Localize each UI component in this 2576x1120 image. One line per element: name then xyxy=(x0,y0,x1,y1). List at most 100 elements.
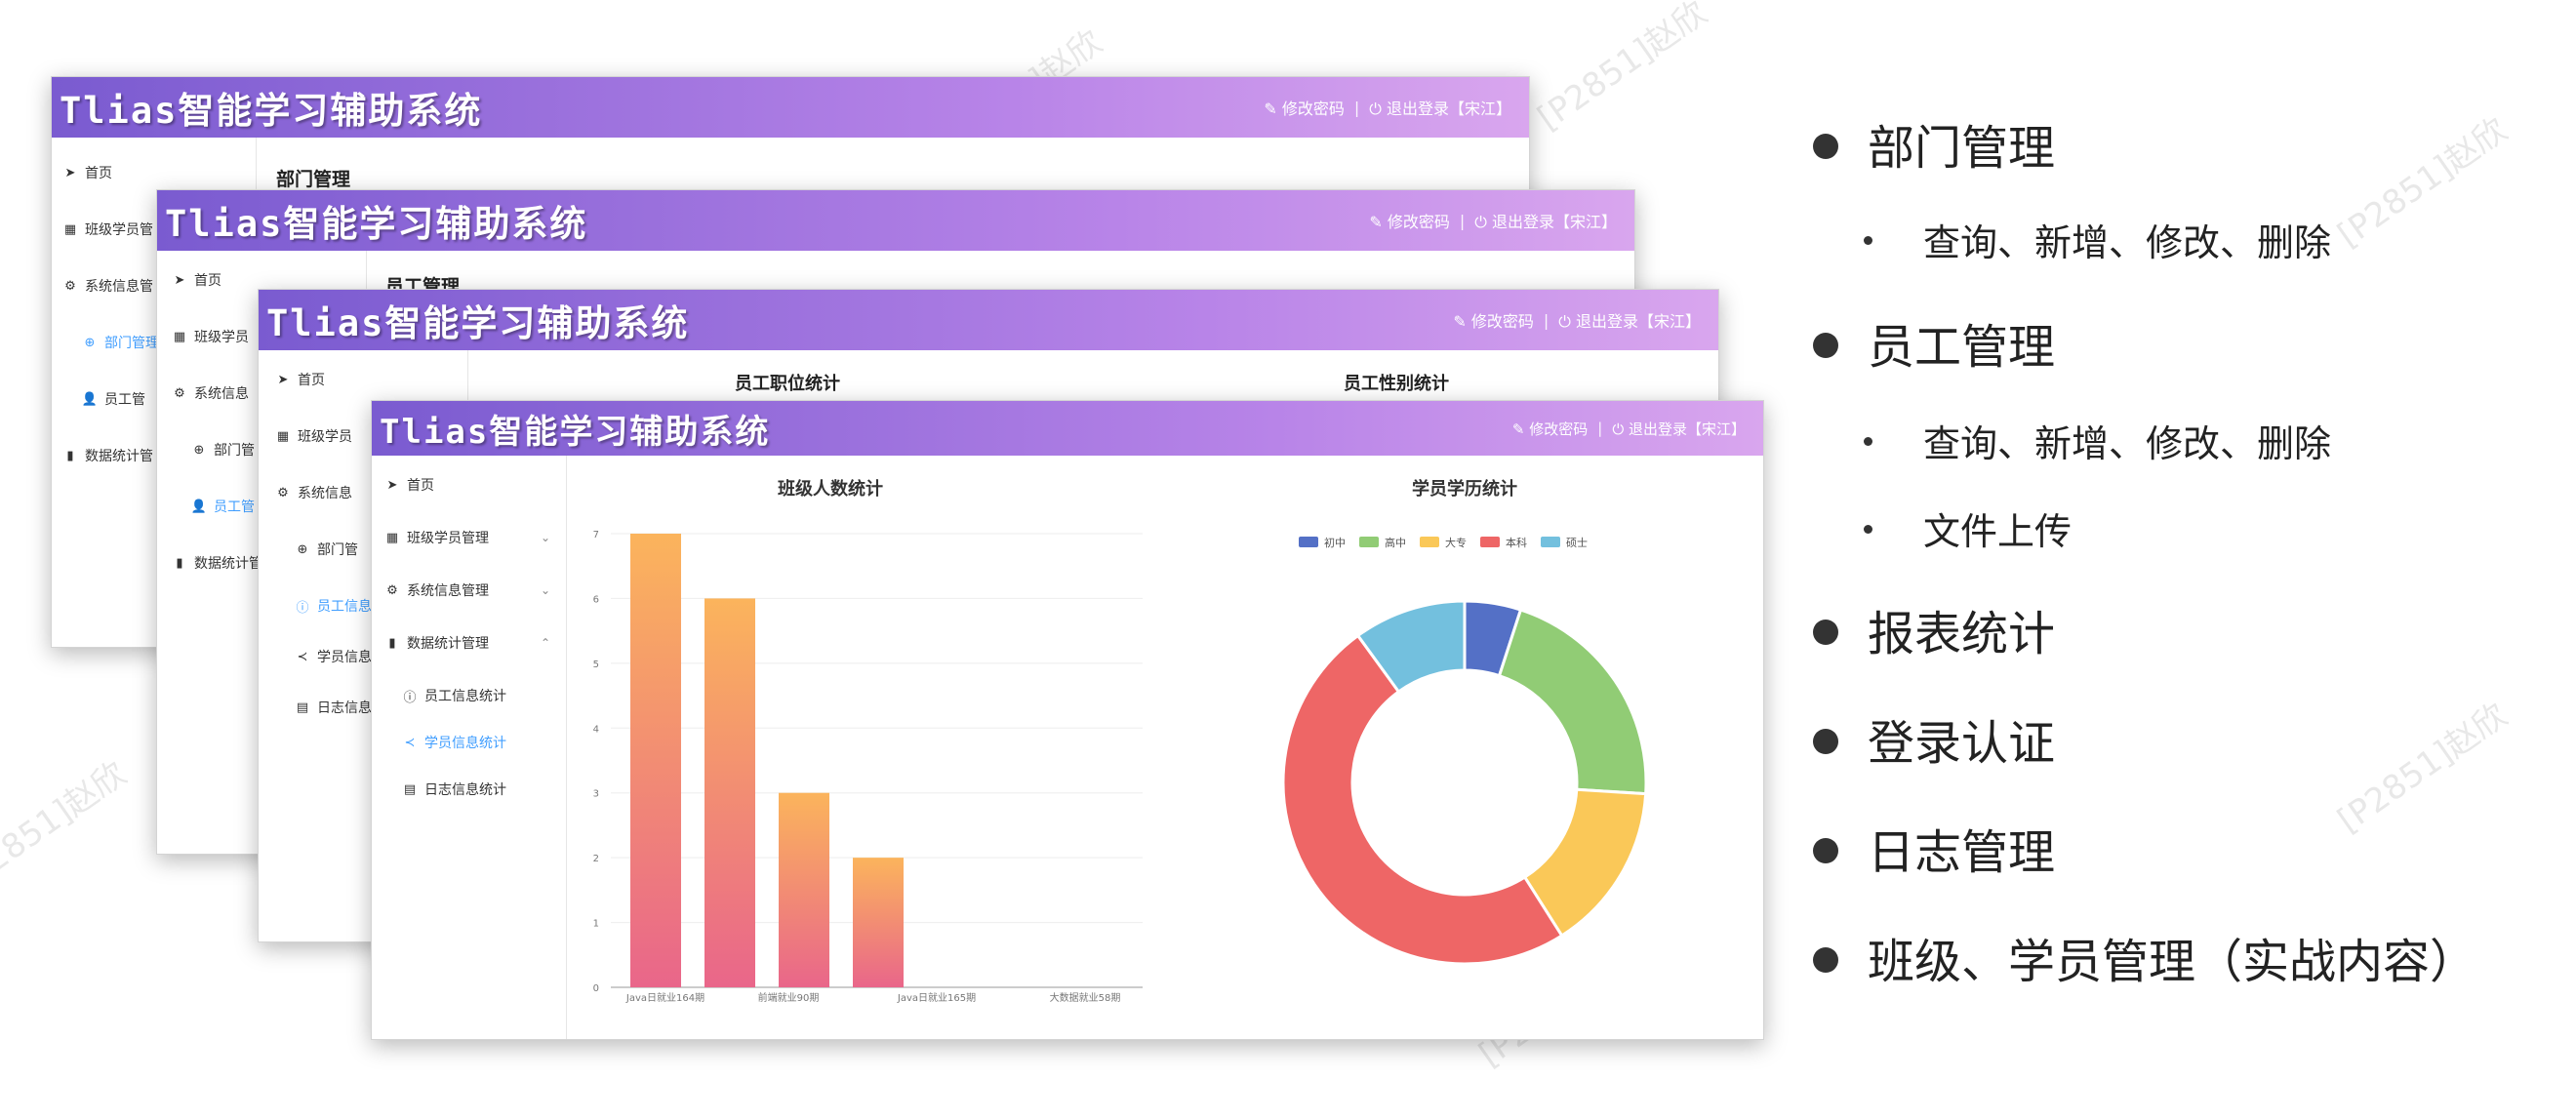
sidebar-item-department[interactable]: ⊕ 部门管 xyxy=(294,540,467,559)
sidebar-item-home[interactable]: ➤ 首页 xyxy=(61,163,256,182)
paper-plane-icon: ➤ xyxy=(386,477,398,493)
bullet-item: 部门管理 xyxy=(1813,109,2055,178)
bar-chart-icon: ▮ xyxy=(176,555,183,571)
logout-link[interactable]: ⏻ 退出登录【宋江】 xyxy=(1558,312,1701,331)
bullet-item: 班级、学员管理（实战内容） xyxy=(1813,923,2476,991)
gear-icon: ⚙ xyxy=(386,582,398,598)
chevron-up-icon: ⌃ xyxy=(540,636,550,650)
power-icon: ⏻ xyxy=(1612,420,1625,438)
legend-swatch xyxy=(1480,537,1500,547)
pie-chart-title: 学员学历统计 xyxy=(1412,478,1517,500)
sidebar-item-system[interactable]: ⚙ 系统信息 xyxy=(274,483,467,502)
share-icon: ≺ xyxy=(297,649,308,664)
bar-chart-icon: ▮ xyxy=(66,448,74,463)
bar xyxy=(779,792,829,987)
change-password-link[interactable]: ✎ 修改密码 xyxy=(1453,312,1534,331)
sidebar-item-system[interactable]: ⚙ 系统信息管 xyxy=(61,276,256,296)
sidebar-item-home[interactable]: ➤ 首页 xyxy=(171,270,366,290)
power-icon: ⏻ xyxy=(1474,213,1487,231)
sidebar-item-stu-stats[interactable]: ≺ 学员信息统计 xyxy=(401,733,566,752)
header-separator: | xyxy=(1597,420,1603,437)
circle-plus-icon: ⊕ xyxy=(84,335,96,350)
sub-bullet-item: 查询、新增、修改、删除 xyxy=(1864,414,2331,467)
chart-title-position: 员工职位统计 xyxy=(735,374,840,394)
sidebar-item-report[interactable]: ▮ 数据统计管 xyxy=(61,446,256,465)
legend-label: 大专 xyxy=(1445,536,1467,549)
bullet-dot-icon xyxy=(1813,333,1838,358)
legend-swatch xyxy=(1420,537,1439,547)
pie-slice xyxy=(1355,599,1467,695)
logout-link[interactable]: ⏻ 退出登录【宋江】 xyxy=(1369,100,1511,118)
sidebar-item-home[interactable]: ➤ 首页 xyxy=(274,370,467,389)
y-tick-label: 6 xyxy=(593,594,599,605)
app-window-student-stats: Tlias智能学习辅助系统 ✎ 修改密码 | ⏻ 退出登录【宋江】 ➤ 首页 ▦ 班… xyxy=(371,400,1764,1040)
document-icon: ▤ xyxy=(296,700,309,715)
bullet-text: 查询、新增、修改、删除 xyxy=(1923,221,2332,264)
sidebar-item-system[interactable]: ⚙ 系统信息 xyxy=(171,383,366,403)
bullet-item: 员工管理 xyxy=(1813,308,2055,377)
sidebar-item-log-stats[interactable]: ▤ 日志信息统计 xyxy=(401,780,566,799)
sidebar-item-report[interactable]: ▮ 数据统计管理 ⌃ xyxy=(383,633,566,653)
bullet-item: 报表统计 xyxy=(1813,595,2055,663)
legend-label: 初中 xyxy=(1324,536,1346,549)
sidebar-item-home[interactable]: ➤ 首页 xyxy=(383,475,566,495)
bullet-text: 查询、新增、修改、删除 xyxy=(1923,422,2332,465)
change-password-link[interactable]: ✎ 修改密码 xyxy=(1369,213,1450,231)
bullet-dot-icon xyxy=(1813,620,1838,645)
bullet-dot-icon xyxy=(1864,437,1872,446)
user-icon: 👤 xyxy=(81,391,99,407)
y-tick-label: 5 xyxy=(593,660,599,670)
app-header: Tlias智能学习辅助系统 ✎ 修改密码 | ⏻ 退出登录【宋江】 xyxy=(157,190,1634,251)
watermark: [P2851]赵欣 xyxy=(2330,110,2515,256)
sidebar-item-employee[interactable]: 👤 员工管 xyxy=(190,499,255,516)
bullet-text: 文件上传 xyxy=(1923,510,2073,553)
change-password-link[interactable]: ✎ 修改密码 xyxy=(1264,100,1345,118)
change-password-link[interactable]: ✎ 修改密码 xyxy=(1511,420,1589,438)
share-icon: ≺ xyxy=(404,735,416,750)
y-tick-label: 2 xyxy=(593,854,599,864)
circle-plus-icon: ⊕ xyxy=(193,442,205,458)
sidebar: ➤ 首页 ▦ 班级学员管理 ⌄ ⚙ 系统信息管理 ⌄ ▮ 数据统计管理 ⌃ ⓘ 员工信息统计 ≺… xyxy=(372,456,567,1039)
sidebar-item-department[interactable]: ⊕ 部门管 xyxy=(190,440,366,460)
bar xyxy=(853,858,904,987)
chart-title-gender: 员工性别统计 xyxy=(1344,374,1449,394)
sidebar-item-report[interactable]: ▮ 数据统计管 xyxy=(171,553,366,573)
user-icon: 👤 xyxy=(190,499,208,514)
sidebar-item-department[interactable]: ⊕ 部门管理 xyxy=(81,333,256,352)
sidebar-item-class-student[interactable]: ▦ 班级学员管 xyxy=(61,220,256,239)
edit-icon: ✎ xyxy=(1511,420,1525,438)
grid-icon: ▦ xyxy=(385,530,399,545)
bullet-text: 登录认证 xyxy=(1868,716,2056,771)
sidebar-item-class-student[interactable]: ▦ 班级学员 xyxy=(274,426,467,446)
app-header: Tlias智能学习辅助系统 ✎ 修改密码 | ⏻ 退出登录【宋江】 xyxy=(52,77,1529,138)
sidebar-item-emp-stats[interactable]: ⓘ 员工信息 xyxy=(294,596,467,616)
paper-plane-icon: ➤ xyxy=(174,272,185,288)
info-circle-icon: ⓘ xyxy=(296,600,309,616)
sidebar-item-class-student[interactable]: ▦ 班级学员 xyxy=(171,327,366,346)
legend-swatch xyxy=(1299,537,1318,547)
sidebar-item-employee[interactable]: 👤 员工管 xyxy=(81,391,145,409)
paper-plane-icon: ➤ xyxy=(64,165,76,180)
sidebar-item-emp-stats[interactable]: ⓘ 员工信息统计 xyxy=(401,686,566,705)
sidebar-item-class-student[interactable]: ▦ 班级学员管理 ⌄ xyxy=(383,528,566,547)
header-separator: | xyxy=(1353,98,1360,117)
sidebar-item-log-stats[interactable]: ▤ 日志信息 xyxy=(294,698,467,717)
legend-label: 本科 xyxy=(1506,536,1527,549)
app-header: Tlias智能学习辅助系统 ✎ 修改密码 | ⏻ 退出登录【宋江】 xyxy=(372,401,1763,456)
logout-link[interactable]: ⏻ 退出登录【宋江】 xyxy=(1612,420,1746,438)
grid-icon: ▦ xyxy=(276,428,290,444)
chevron-down-icon: ⌄ xyxy=(540,583,550,597)
bullet-dot-icon xyxy=(1864,525,1872,534)
bullet-dot-icon xyxy=(1813,947,1838,973)
app-title: Tlias智能学习辅助系统 xyxy=(165,203,588,245)
sidebar-item-system[interactable]: ⚙ 系统信息管理 ⌄ xyxy=(383,580,566,600)
logout-link[interactable]: ⏻ 退出登录【宋江】 xyxy=(1474,213,1617,231)
bullet-text: 部门管理 xyxy=(1868,121,2056,176)
education-donut-chart: 学员学历统计 初中 高中 大专 本科 硕士 xyxy=(1281,478,1648,966)
bar xyxy=(704,598,755,987)
sidebar-item-stu-stats[interactable]: ≺ 学员信息 xyxy=(294,647,467,666)
legend-label: 硕士 xyxy=(1566,537,1588,549)
circle-plus-icon: ⊕ xyxy=(297,541,308,557)
bullet-item: 日志管理 xyxy=(1813,814,2055,882)
bullet-dot-icon xyxy=(1813,838,1838,863)
